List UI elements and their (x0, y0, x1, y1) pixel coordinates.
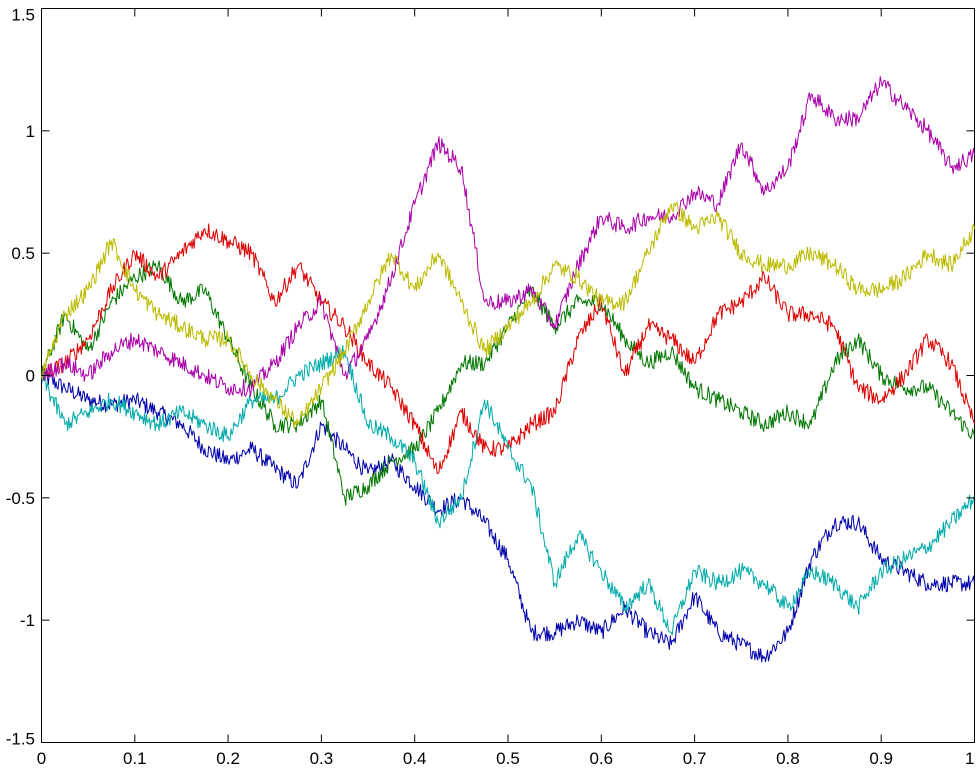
x-tick-label: 0.2 (216, 749, 240, 768)
series-line-4 (41, 345, 975, 636)
x-tick-label: 1 (965, 749, 974, 768)
x-tick-label: 0.5 (496, 749, 520, 768)
series-line-1 (41, 368, 975, 663)
x-tick-label: 0.4 (403, 749, 427, 768)
y-tick-label: 0 (26, 367, 35, 386)
y-tick-label: -0.5 (6, 489, 35, 508)
series-layer (41, 76, 975, 663)
plot-area-frame (41, 8, 975, 743)
y-tick-label: 1 (26, 122, 35, 141)
series-line-5 (41, 76, 975, 397)
x-tick-label: 0.1 (123, 749, 147, 768)
x-tick-label: 0.7 (683, 749, 707, 768)
y-tick-label: -1.5 (6, 730, 35, 749)
tick-layer (41, 8, 975, 743)
y-tick-label: 1.5 (11, 6, 35, 25)
x-tick-label: 0.3 (310, 749, 334, 768)
x-tick-label: 0.6 (589, 749, 613, 768)
x-tick-label: 0 (37, 749, 46, 768)
x-tick-label: 0.9 (869, 749, 893, 768)
x-tick-label: 0.8 (776, 749, 800, 768)
tick-label-layer: 0 0.1 0.2 0.3 0.4 0.5 0.6 0.7 0.8 0.9 1 1.5 1 0.5 0 -0.… (6, 6, 975, 768)
y-tick-label: -1 (20, 611, 35, 630)
series-line-6 (41, 201, 975, 429)
y-tick-label: 0.5 (11, 244, 35, 263)
